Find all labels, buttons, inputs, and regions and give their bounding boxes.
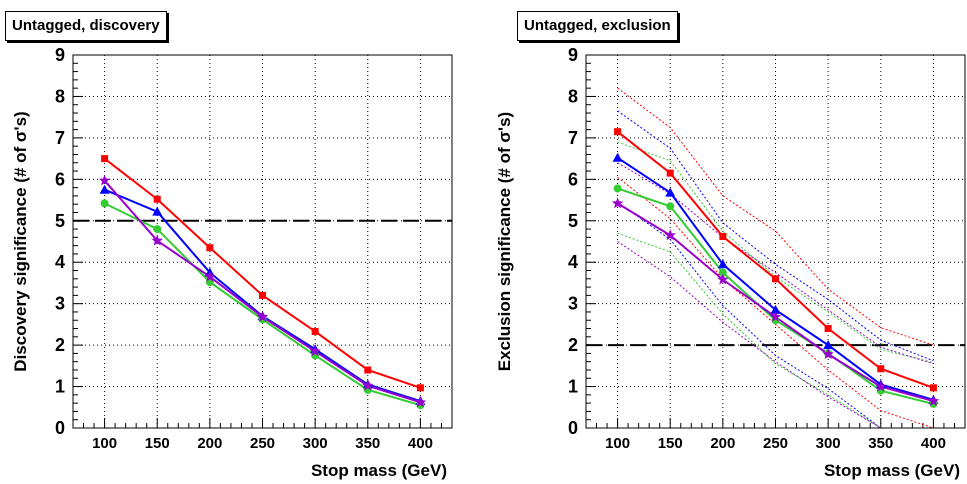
y-axis-label: Exclusion significance (# of σ's) [495, 112, 514, 371]
data-point [153, 225, 162, 234]
data-point [719, 233, 727, 241]
series-band-line [617, 87, 934, 346]
data-point [101, 155, 109, 163]
y-tick-label: 0 [568, 418, 578, 438]
series-line [103, 157, 421, 389]
y-tick-label: 4 [568, 252, 578, 272]
x-axis-label: Stop mass (GeV) [824, 461, 960, 480]
x-tick-label: 200 [710, 435, 735, 452]
data-point [611, 197, 624, 209]
data-point [259, 291, 266, 299]
y-tick-label: 5 [568, 211, 578, 231]
data-point [311, 327, 319, 335]
y-tick-label: 7 [55, 128, 65, 148]
y-axis-label: Discovery significance (# of σ's) [11, 111, 30, 371]
y-tick-label: 2 [568, 335, 578, 355]
discovery-chart: 100 150 200 250 300 350 400 0 1 2 3 4 5 6 7 8 9 Stop mass… [11, 45, 453, 480]
data-point [204, 270, 216, 282]
discovery-panel: Untagged, discovery 100 150 200 250 300 350 40… [0, 0, 483, 484]
exclusion-chart: 100 150 200 250 300 350 400 0 1 2 3 4 5 6 7 8 9 Stop mass… [495, 45, 966, 480]
plot-frame [585, 54, 966, 429]
data-point [665, 187, 676, 197]
data-point [664, 229, 676, 241]
series-band-line [617, 241, 934, 429]
y-tick-label: 3 [55, 294, 65, 314]
data-point [152, 206, 163, 216]
y-tick-label: 2 [55, 335, 65, 355]
x-tick-label: 300 [303, 435, 328, 452]
y-tick-label: 8 [568, 86, 578, 106]
x-tick-label: 350 [868, 435, 893, 452]
data-point [206, 244, 214, 252]
data-point [770, 304, 781, 314]
x-tick-label: 150 [145, 435, 170, 452]
data-point [256, 310, 269, 322]
data-point [613, 184, 622, 193]
y-tick-label: 9 [55, 45, 65, 65]
x-tick-label: 250 [763, 435, 788, 452]
data-point [153, 195, 161, 203]
data-point [666, 202, 675, 211]
x-tick-label: 150 [658, 435, 683, 452]
y-tick-label: 4 [55, 252, 65, 272]
data-point [364, 366, 372, 374]
x-tick-label: 200 [197, 435, 222, 452]
y-tick-label: 8 [55, 86, 65, 106]
x-tick-label: 100 [92, 435, 117, 452]
data-point [823, 340, 834, 350]
y-tick-label: 7 [568, 128, 578, 148]
data-point [414, 396, 427, 408]
data-point [769, 310, 782, 322]
data-point [666, 169, 674, 177]
data-point [717, 273, 729, 285]
data-point [717, 259, 728, 269]
data-point [875, 380, 887, 392]
x-axis-label: Stop mass (GeV) [311, 461, 447, 480]
data-point [927, 395, 940, 406]
series-band-line [617, 110, 934, 362]
y-tick-label: 5 [55, 211, 65, 231]
y-tick-label: 6 [568, 169, 578, 189]
series-band-line [617, 176, 934, 429]
y-tick-label: 6 [55, 169, 65, 189]
exclusion-panel: Untagged, exclusion 100 150 200 250 300 350 40… [484, 0, 967, 484]
data-point [99, 184, 110, 194]
x-tick-label: 400 [921, 435, 946, 452]
x-tick-label: 100 [605, 435, 630, 452]
y-tick-label: 9 [568, 45, 578, 65]
data-point [416, 384, 424, 392]
y-tick-label: 3 [568, 294, 578, 314]
data-point [772, 275, 779, 283]
y-tick-label: 1 [568, 377, 578, 397]
y-tick-label: 0 [55, 418, 65, 438]
data-point [822, 348, 834, 360]
data-point [100, 199, 109, 208]
data-point [98, 174, 111, 186]
data-point [718, 268, 727, 277]
x-tick-label: 300 [816, 435, 841, 452]
data-point [309, 345, 321, 357]
x-tick-label: 250 [250, 435, 275, 452]
data-point [151, 234, 163, 246]
data-point [614, 128, 622, 136]
plot-frame [72, 54, 453, 429]
data-point [824, 325, 832, 333]
chart-title: Untagged, discovery [5, 11, 167, 41]
data-point [877, 365, 885, 373]
data-point [362, 379, 374, 391]
x-tick-label: 400 [408, 435, 433, 452]
x-tick-label: 350 [355, 435, 380, 452]
data-point [612, 152, 623, 162]
chart-title: Untagged, exclusion [517, 11, 678, 41]
y-tick-label: 1 [55, 377, 65, 397]
data-point [929, 384, 937, 392]
